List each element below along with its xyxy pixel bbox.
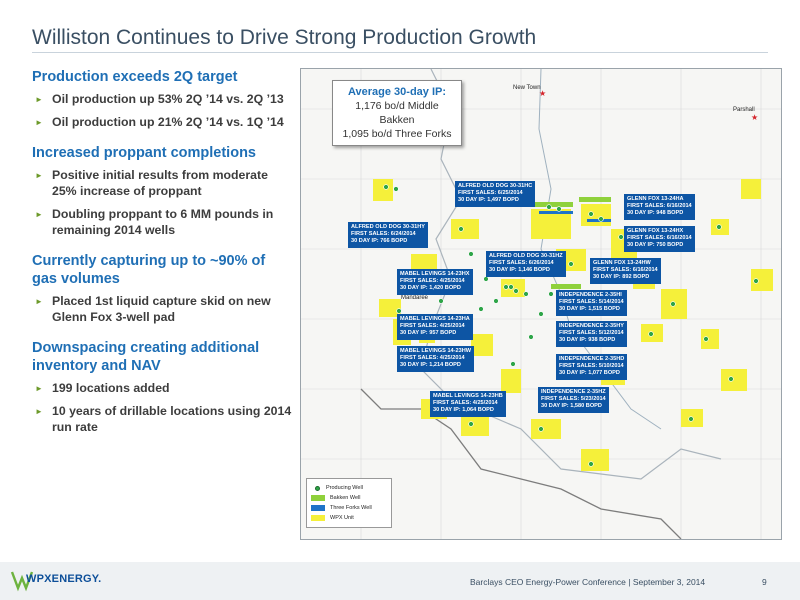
average-ip-middle-bakken: 1,176 bo/d Middle Bakken: [355, 100, 439, 126]
well-label: ALFRED OLD DOG 30-31HY FIRST SALES: 6/24/…: [348, 222, 428, 248]
well-label: MABEL LEVINGS 14-23HW FIRST SALES: 4/25/2…: [397, 346, 475, 372]
average-ip-callout: Average 30-day IP: 1,176 bo/d Middle Bak…: [332, 80, 462, 146]
page-title: Williston Continues to Drive Strong Prod…: [32, 26, 537, 49]
bullet-item: ► Placed 1st liquid capture skid on new G…: [35, 294, 271, 324]
producing-well-icon: [315, 485, 320, 491]
title-divider: [32, 52, 768, 53]
section-heading: Production exceeds 2Q target: [32, 69, 238, 85]
wpx-logo-text: WPXENERGY.: [26, 573, 102, 585]
legend-item: Three Forks Well: [311, 503, 387, 513]
arrow-bullet-icon: ►: [35, 407, 43, 416]
well-map: ★ New Town ★ Parshall ★ Mandaree: [300, 68, 782, 540]
section-downspacing: Downspacing creating additional inventor…: [32, 339, 294, 435]
well-label: INDEPENDENCE 2-35HD FIRST SALES: 5/10/201…: [556, 354, 628, 380]
legend-item: Bakken Well: [311, 493, 387, 503]
legend-item: Producing Well: [311, 483, 387, 493]
bullet-item: ► Oil production up 53% 2Q ’14 vs. 2Q ’13: [35, 92, 284, 106]
bullet-item: ► 10 years of drillable locations using 2…: [35, 404, 292, 434]
average-ip-three-forks: 1,095 bo/d Three Forks: [342, 128, 452, 140]
town-parshall: Parshall: [733, 107, 755, 113]
bullet-item: ► Oil production up 21% 2Q ’14 vs. 1Q ’14: [35, 115, 284, 129]
well-label: INDEPENDENCE 2-35HY FIRST SALES: 5/12/201…: [556, 321, 627, 347]
footer-bar: [0, 562, 800, 600]
town-new-town: New Town: [513, 85, 541, 91]
arrow-bullet-icon: ►: [35, 210, 43, 219]
bullet-item: ► 199 locations added: [35, 381, 170, 395]
well-label: GLENN FOX 13-24HA FIRST SALES: 6/16/2014 3…: [624, 194, 695, 220]
well-label: INDEPENDENCE 2-35HI FIRST SALES: 5/14/201…: [556, 290, 627, 316]
map-legend: Producing Well Bakken Well Three Forks W…: [306, 478, 392, 528]
town-star-icon: ★: [539, 89, 547, 98]
town-star-icon: ★: [751, 113, 759, 122]
well-label: MABEL LEVINGS 14-23HA FIRST SALES: 4/25/2…: [397, 314, 473, 340]
well-label: INDEPENDENCE 2-35HZ FIRST SALES: 5/23/201…: [538, 387, 609, 413]
town-mandaree: Mandaree: [401, 295, 429, 301]
well-label: GLENN FOX 13-24HX FIRST SALES: 6/16/2014 3…: [624, 226, 695, 252]
section-heading: Downspacing creating additional inventor…: [32, 340, 260, 374]
arrow-bullet-icon: ►: [35, 297, 43, 306]
well-label: MABEL LEVINGS 14-23HB FIRST SALES: 4/25/2…: [430, 391, 506, 417]
footer-conference: Barclays CEO Energy-Power Conference | S…: [470, 577, 706, 587]
bakken-swatch: [311, 495, 325, 501]
well-label: ALFRED OLD DOG 30-31HZ FIRST SALES: 6/26/…: [486, 251, 566, 277]
bullet-column: Production exceeds 2Q target ► Oil produc…: [32, 68, 294, 449]
arrow-bullet-icon: ►: [35, 171, 43, 180]
well-label: MABEL LEVINGS 14-23HX FIRST SALES: 4/25/2…: [397, 269, 473, 295]
arrow-bullet-icon: ►: [35, 118, 43, 127]
arrow-bullet-icon: ►: [35, 95, 43, 104]
average-ip-heading: Average 30-day IP:: [347, 86, 447, 98]
bullet-item: ► Doubling proppant to 6 MM pounds in rem…: [35, 207, 274, 237]
arrow-bullet-icon: ►: [35, 384, 43, 393]
page-number: 9: [762, 577, 767, 587]
section-heading: Increased proppant completions: [32, 145, 256, 161]
legend-item: WPX Unit: [311, 513, 387, 523]
well-label: GLENN FOX 13-24HW FIRST SALES: 6/16/2014 3…: [590, 258, 661, 284]
section-gas-capture: Currently capturing up to ~90% of gas vo…: [32, 252, 294, 325]
wpx-unit-swatch: [311, 515, 325, 521]
section-heading: Currently capturing up to ~90% of gas vo…: [32, 253, 266, 287]
section-production: Production exceeds 2Q target ► Oil produc…: [32, 68, 294, 130]
well-label: ALFRED OLD DOG 30-31HC FIRST SALES: 6/25/…: [455, 181, 536, 207]
wpx-logo-icon: [10, 571, 34, 592]
section-proppant: Increased proppant completions ► Positive…: [32, 144, 294, 238]
bullet-item: ► Positive initial results from moderate …: [35, 168, 268, 198]
three-forks-swatch: [311, 505, 325, 511]
